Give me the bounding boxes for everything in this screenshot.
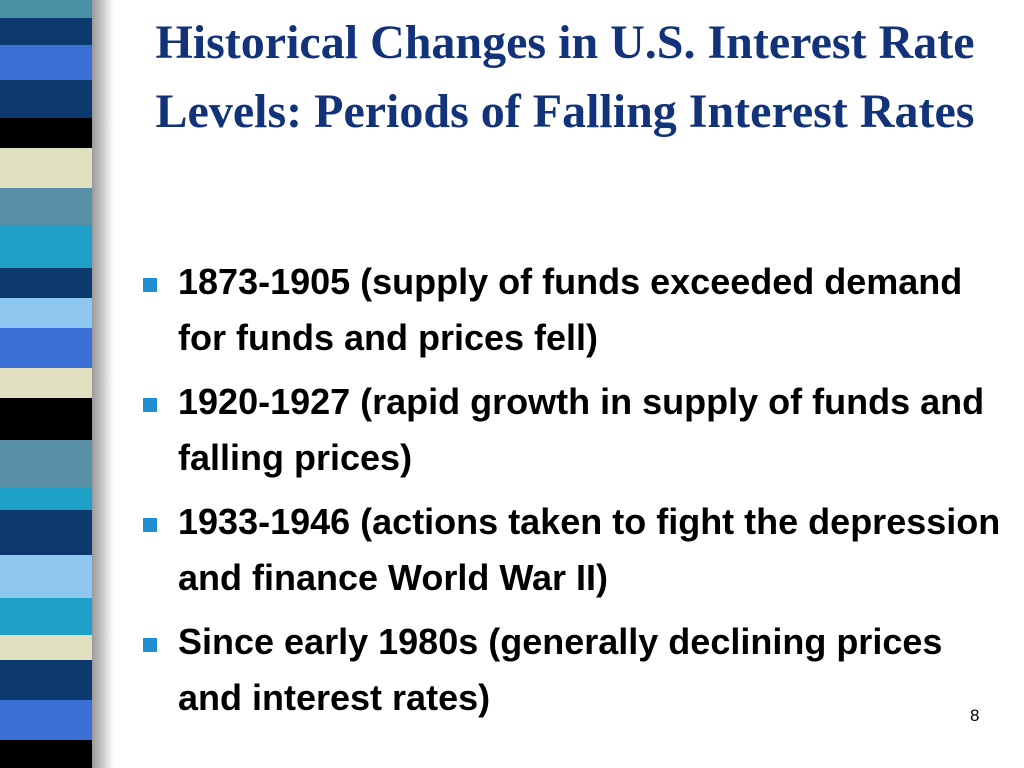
stripe-shadow (92, 0, 114, 768)
bullet-text: Since early 1980s (generally declining p… (178, 621, 943, 718)
page-number: 8 (970, 706, 980, 725)
slide-title: Historical Changes in U.S. Interest Rate… (155, 16, 975, 138)
bullet-item: 1920-1927 (rapid growth in supply of fun… (140, 374, 1010, 486)
bullet-text: 1920-1927 (rapid growth in supply of fun… (178, 381, 985, 478)
bullet-item: Since early 1980s (generally declining p… (140, 614, 1010, 726)
bullet-list: 1873-1905 (supply of funds exceeded dema… (140, 254, 1010, 734)
bullet-marker (143, 398, 157, 412)
bullet-text: 1873-1905 (supply of funds exceeded dema… (178, 261, 963, 358)
bullet-marker (143, 278, 157, 292)
bullet-item: 1873-1905 (supply of funds exceeded dema… (140, 254, 1010, 366)
bullet-marker (143, 518, 157, 532)
bullet-marker (143, 638, 157, 652)
bullet-text: 1933-1946 (actions taken to fight the de… (178, 501, 1001, 598)
decorative-stripe (0, 0, 92, 768)
bullet-item: 1933-1946 (actions taken to fight the de… (140, 494, 1010, 606)
